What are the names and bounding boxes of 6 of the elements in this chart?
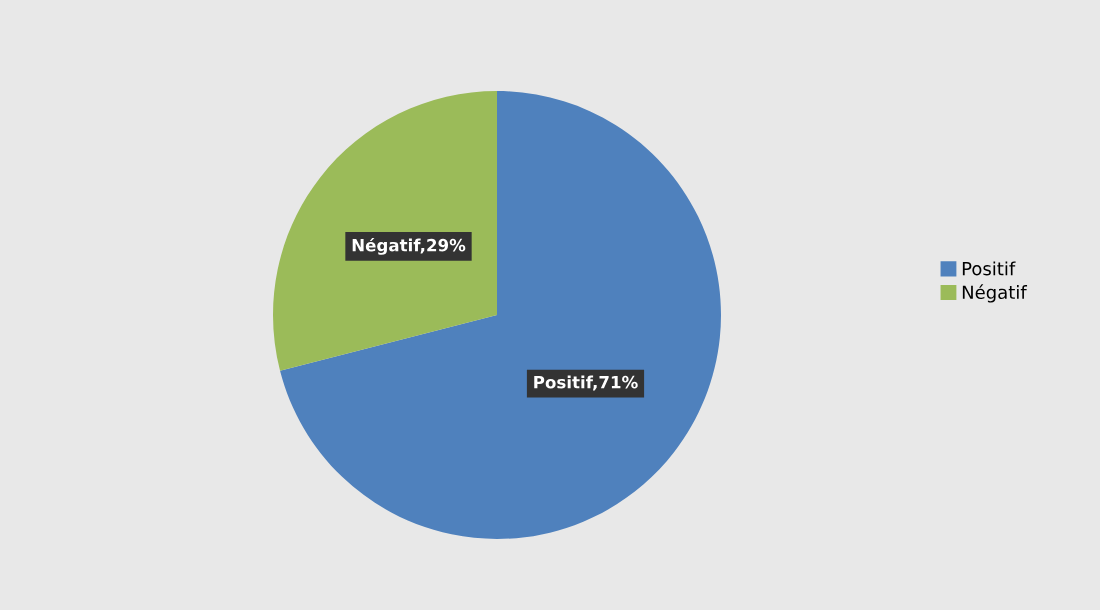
legend-label: Négatif	[962, 284, 1028, 303]
pie-slice	[273, 91, 497, 371]
data-label: Positif,71%	[534, 375, 638, 391]
legend-label: Positif	[962, 261, 1016, 276]
pie-slice	[280, 91, 721, 539]
data-label: Négatif,29%	[352, 237, 466, 255]
